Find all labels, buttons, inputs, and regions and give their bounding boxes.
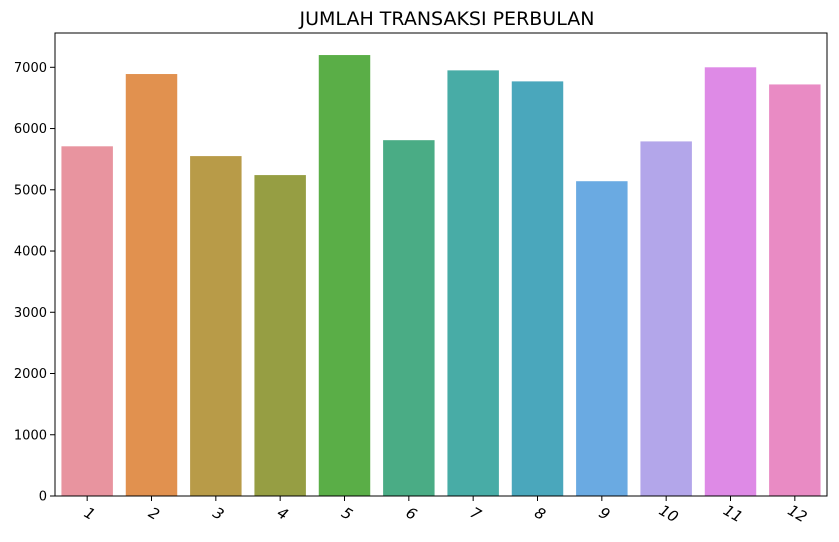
x-tick-label: 8 — [531, 503, 548, 523]
y-tick-label: 3000 — [14, 306, 47, 321]
bar-month-2 — [125, 74, 178, 496]
x-tick-label: 6 — [403, 503, 420, 523]
x-tick-label: 11 — [720, 501, 746, 526]
x-tick-label: 1 — [81, 503, 98, 523]
bar-month-5 — [318, 55, 371, 497]
bar-month-10 — [640, 141, 692, 496]
chart-title: JUMLAH TRANSAKSI PERBULAN — [299, 8, 595, 30]
bar-month-8 — [511, 81, 564, 497]
bar-month-9 — [576, 181, 628, 497]
bar-month-3 — [190, 156, 242, 496]
y-tick-label: 1000 — [14, 428, 47, 443]
y-tick-label: 2000 — [14, 367, 47, 382]
plot-frame — [54, 32, 828, 497]
bar-month-4 — [254, 175, 306, 496]
x-tick-label: 9 — [596, 503, 613, 523]
y-tick-label: 5000 — [14, 183, 47, 198]
x-tick-label: 4 — [274, 503, 291, 523]
bar-month-1 — [61, 146, 113, 496]
x-tick-label: 5 — [338, 503, 355, 523]
x-tick-label: 7 — [467, 503, 485, 524]
bars-layer — [61, 55, 821, 497]
bar-month-12 — [769, 84, 821, 496]
x-tick-label: 10 — [656, 501, 682, 526]
bar-month-11 — [704, 67, 757, 496]
y-tick-label: 6000 — [14, 122, 47, 137]
y-tick-label: 0 — [39, 490, 47, 505]
x-tick-label: 12 — [785, 501, 811, 526]
bar-month-7 — [447, 70, 499, 497]
bar-month-6 — [383, 140, 435, 497]
y-tick-label: 7000 — [14, 61, 47, 76]
x-tick-label: 3 — [210, 503, 227, 523]
y-tick-label: 4000 — [14, 245, 47, 260]
x-tick-label: 2 — [145, 503, 162, 523]
